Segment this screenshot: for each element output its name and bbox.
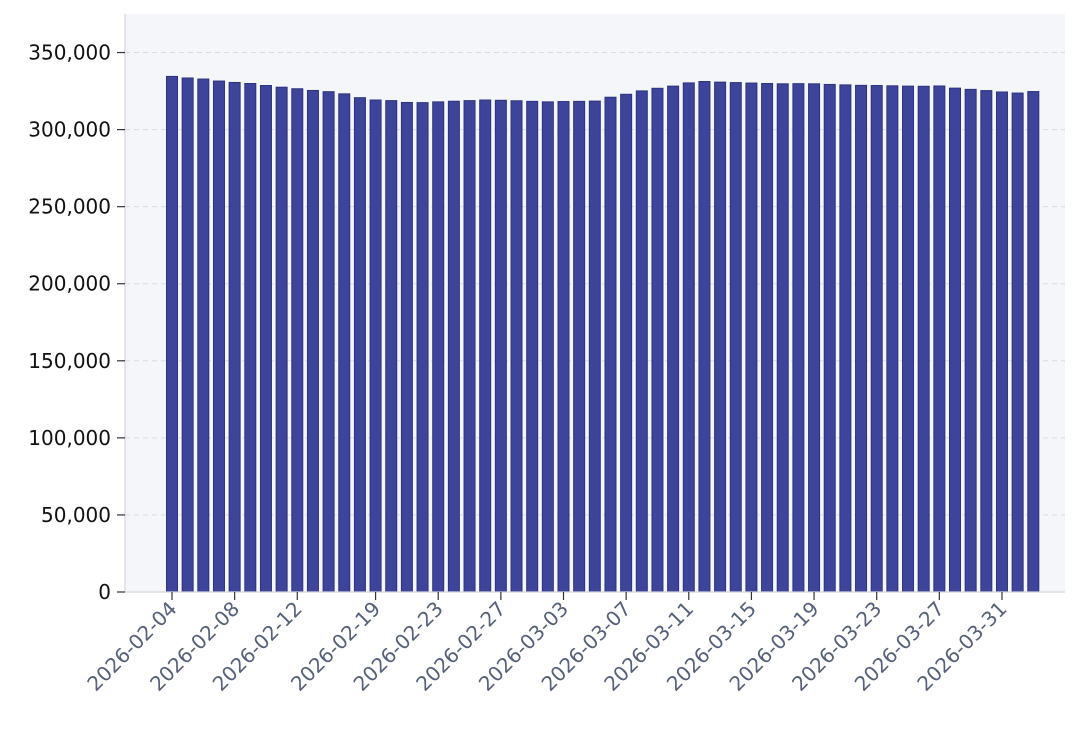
bar: 2026-03-03: 318,200 xyxy=(557,101,570,593)
bar: 2026-03-10: 328,200 xyxy=(667,85,680,593)
bar: 2026-02-20: 318,800 xyxy=(385,100,398,593)
bar: 2026-02-18: 320,700 xyxy=(353,97,366,593)
bar: 2026-03-22: 328,700 xyxy=(855,84,868,593)
bar: 2026-03-16: 329,900 xyxy=(761,83,774,593)
bar: 2026-02-16: 324,600 xyxy=(322,91,335,593)
bar: 2026-03-21: 329,000 xyxy=(839,84,852,593)
axes xyxy=(124,14,1065,593)
y-tick-label: 150,000 xyxy=(28,349,111,373)
bar: 2026-02-11: 327,500 xyxy=(275,86,288,593)
bar: 2026-03-27: 328,300 xyxy=(933,85,946,593)
bar: 2026-03-15: 330,200 xyxy=(745,82,758,593)
bar: 2026-04-02: 324,700 xyxy=(1027,91,1040,593)
y-tick-label: 0 xyxy=(98,580,111,604)
bar: 2026-02-21: 317,600 xyxy=(400,101,413,593)
bar: 2026-02-25: 318,800 xyxy=(463,100,476,593)
bar: 2026-03-09: 326,800 xyxy=(651,87,664,593)
bar: 2026-02-09: 329,900 xyxy=(244,83,257,593)
bars: 2026-02-04: 334,5002026-02-05: 333,50020… xyxy=(166,75,1040,593)
bar: 2026-02-26: 319,200 xyxy=(479,99,492,593)
y-tick-label: 350,000 xyxy=(28,41,111,65)
bar: 2026-03-31: 324,400 xyxy=(995,91,1008,593)
bar: 2026-03-08: 325,100 xyxy=(635,90,648,593)
bar: 2026-03-11: 330,300 xyxy=(682,82,695,593)
bar: 2026-03-01: 318,300 xyxy=(526,100,539,593)
x-axis-ticks: 2026-02-042026-02-082026-02-122026-02-19… xyxy=(82,592,1012,696)
bar: 2026-03-17: 329,700 xyxy=(776,83,789,593)
bar: 2026-02-19: 319,200 xyxy=(369,99,382,593)
bar: 2026-02-22: 317,500 xyxy=(416,102,429,593)
bar: 2026-02-13: 325,400 xyxy=(306,89,319,593)
bar: 2026-03-18: 329,800 xyxy=(792,83,805,593)
bar: 2026-02-17: 323,200 xyxy=(338,93,351,593)
bar: 2026-03-13: 330,800 xyxy=(714,81,727,593)
bar: 2026-02-24: 318,400 xyxy=(447,100,460,593)
bar: 2026-03-25: 328,200 xyxy=(902,85,915,593)
bar: 2026-02-08: 330,600 xyxy=(228,81,241,593)
bar: 2026-02-27: 319,000 xyxy=(494,99,507,593)
y-tick-label: 200,000 xyxy=(28,272,111,296)
bar: 2026-03-30: 325,300 xyxy=(980,90,993,593)
bar: 2026-03-02: 318,000 xyxy=(541,101,554,593)
bar: 2026-02-05: 333,500 xyxy=(181,77,194,593)
bar: 2026-03-04: 318,300 xyxy=(573,100,586,593)
bar: 2026-03-19: 329,700 xyxy=(808,83,821,593)
bar: 2026-03-28: 326,900 xyxy=(949,87,961,593)
bar: 2026-03-14: 330,500 xyxy=(729,82,742,593)
y-tick-label: 50,000 xyxy=(41,503,111,527)
bar: 2026-02-06: 332,800 xyxy=(197,78,210,593)
y-tick-label: 100,000 xyxy=(28,426,111,450)
y-axis-ticks: 0 50,000 100,000 150,000 200,000 250,000 300,0… xyxy=(28,41,125,604)
bar: 2026-03-23: 328,600 xyxy=(870,85,883,593)
bar: 2026-03-07: 322,900 xyxy=(620,93,633,593)
bar: 2026-02-10: 328,600 xyxy=(259,85,272,593)
bar: 2026-03-26: 328,100 xyxy=(917,85,930,593)
bar: 2026-02-28: 318,700 xyxy=(510,100,523,593)
bar: 2026-03-12: 331,200 xyxy=(698,81,711,593)
bar: 2026-02-23: 318,000 xyxy=(432,101,445,593)
y-tick-label: 300,000 xyxy=(28,118,111,142)
bar: 2026-03-20: 329,300 xyxy=(823,83,836,593)
bar: 2026-03-05: 318,500 xyxy=(588,100,601,593)
bar: 2026-03-24: 328,400 xyxy=(886,85,899,593)
bar: 2026-03-06: 321,000 xyxy=(604,96,617,593)
bar: 2026-03-29: 326,100 xyxy=(964,88,977,593)
bar: 2026-02-12: 326,500 xyxy=(291,88,304,593)
bar: 2026-02-07: 331,500 xyxy=(212,80,225,593)
bar: 2026-02-04: 334,500 xyxy=(166,75,178,593)
y-tick-label: 250,000 xyxy=(28,195,111,219)
bar: 2026-04-01: 323,700 xyxy=(1011,92,1024,593)
